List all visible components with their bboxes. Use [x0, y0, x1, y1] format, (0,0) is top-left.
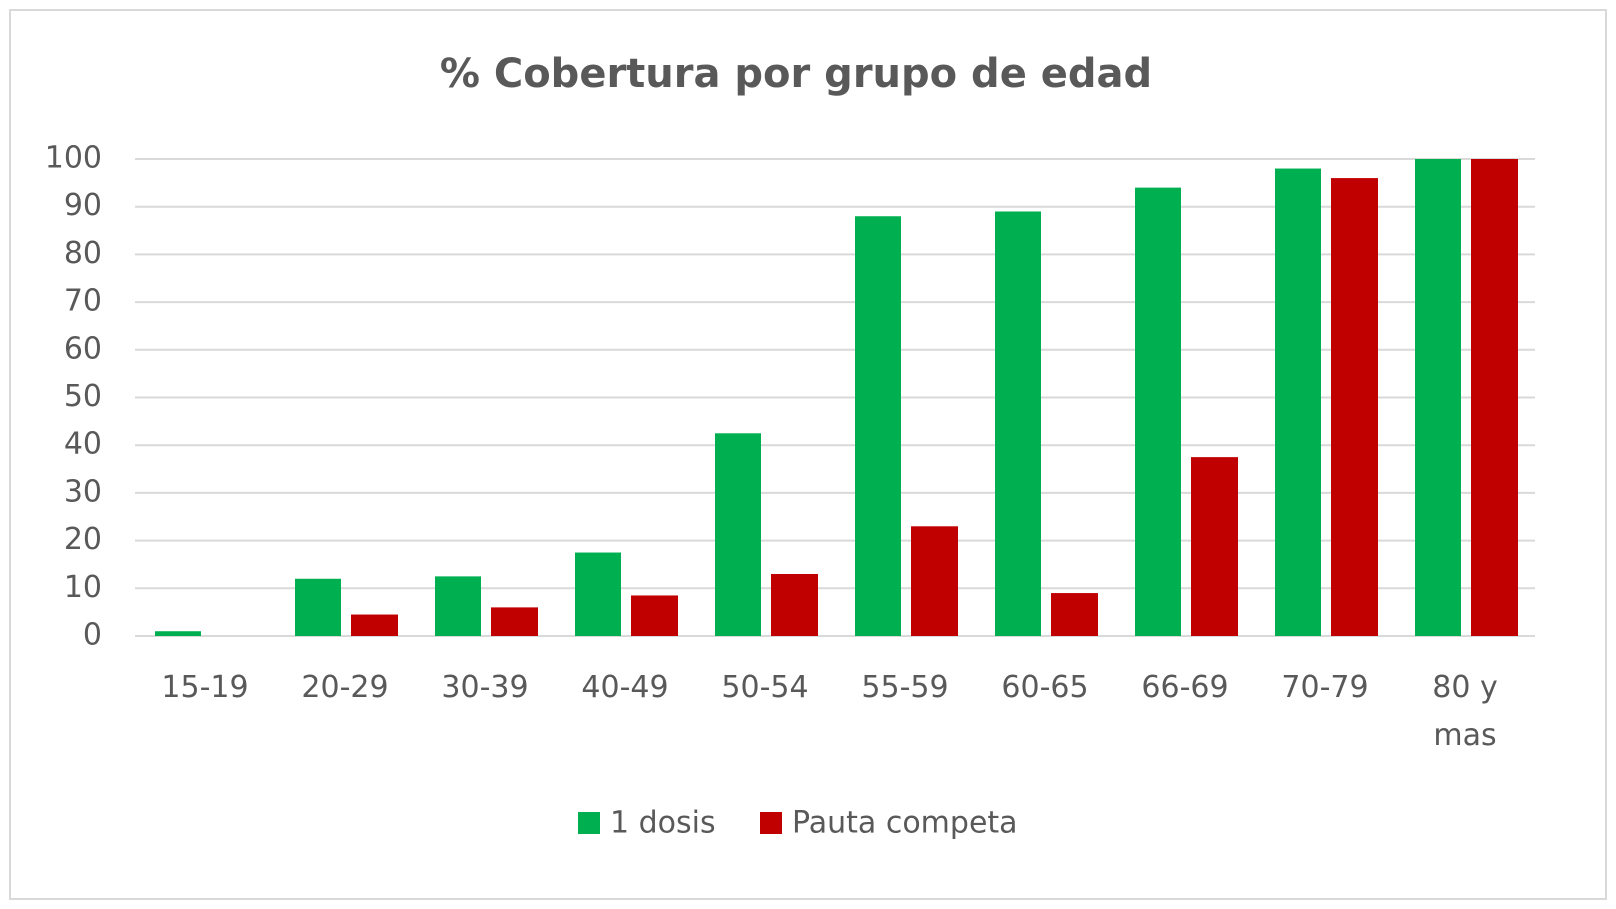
x-tick-label: 66-69	[1141, 670, 1229, 705]
x-tick-label: 15-19	[161, 670, 249, 705]
bar	[1191, 457, 1238, 636]
x-tick-label: 50-54	[721, 670, 809, 705]
chart-title: % Cobertura por grupo de edad	[440, 51, 1152, 97]
y-tick-label: 70	[64, 284, 102, 319]
legend-label: 1 dosis	[610, 806, 716, 841]
x-tick-label: 20-29	[301, 670, 389, 705]
y-tick-label: 50	[64, 379, 102, 414]
y-tick-label: 90	[64, 188, 102, 223]
y-tick-label: 40	[64, 427, 102, 462]
y-tick-label: 60	[64, 331, 102, 366]
bar	[631, 595, 678, 636]
bar	[491, 607, 538, 636]
bar	[771, 573, 818, 636]
legend-swatch	[760, 812, 782, 834]
bar	[435, 576, 481, 636]
y-tick-label: 80	[64, 236, 102, 271]
bar	[575, 552, 621, 636]
legend-label: Pauta competa	[792, 806, 1018, 841]
y-tick-label: 20	[64, 522, 102, 557]
bar	[1051, 593, 1098, 636]
bar	[995, 211, 1041, 636]
x-tick-label: 70-79	[1281, 670, 1369, 705]
y-tick-label: 10	[64, 570, 102, 605]
bar	[1135, 187, 1181, 636]
bar	[155, 631, 201, 636]
bar	[911, 526, 958, 636]
x-tick-label: 55-59	[861, 670, 949, 705]
bar	[855, 216, 901, 637]
bar	[1415, 159, 1461, 636]
bar	[1471, 159, 1518, 636]
bar	[715, 433, 761, 636]
x-tick-label: 30-39	[441, 670, 529, 705]
bar	[351, 614, 398, 636]
x-tick-label: 80 y mas	[1432, 670, 1498, 753]
y-tick-label: 30	[64, 474, 102, 509]
bar	[295, 578, 341, 636]
x-tick-label: 40-49	[581, 670, 669, 705]
y-tick-label: 100	[45, 141, 102, 176]
y-tick-label: 0	[83, 618, 102, 653]
legend-swatch	[578, 812, 600, 834]
bar	[1275, 168, 1321, 637]
bar	[1331, 178, 1378, 636]
x-tick-label: 60-65	[1001, 670, 1089, 705]
